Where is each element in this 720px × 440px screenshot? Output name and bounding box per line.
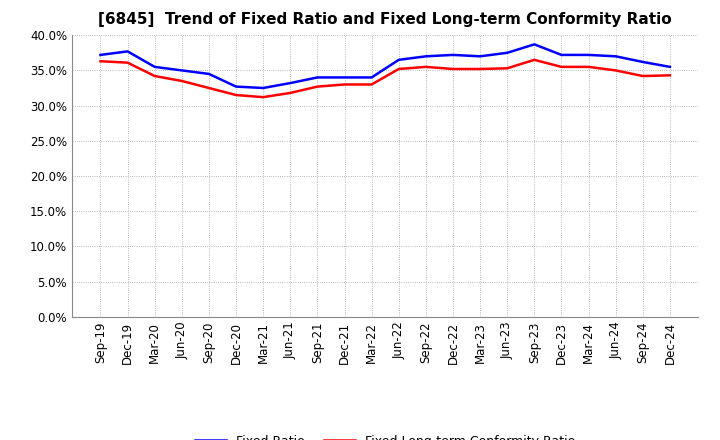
Fixed Ratio xyxy=(150,64,159,70)
Line: Fixed Long-term Conformity Ratio: Fixed Long-term Conformity Ratio xyxy=(101,60,670,97)
Fixed Long-term Conformity Ratio xyxy=(665,73,674,78)
Fixed Ratio xyxy=(259,85,268,91)
Fixed Long-term Conformity Ratio xyxy=(449,66,457,72)
Fixed Ratio xyxy=(503,50,511,55)
Fixed Long-term Conformity Ratio xyxy=(232,92,240,98)
Title: [6845]  Trend of Fixed Ratio and Fixed Long-term Conformity Ratio: [6845] Trend of Fixed Ratio and Fixed Lo… xyxy=(99,12,672,27)
Fixed Long-term Conformity Ratio xyxy=(611,68,620,73)
Fixed Long-term Conformity Ratio xyxy=(178,78,186,84)
Fixed Ratio xyxy=(178,68,186,73)
Fixed Ratio xyxy=(449,52,457,58)
Fixed Ratio xyxy=(367,75,376,80)
Fixed Ratio xyxy=(286,81,294,86)
Legend: Fixed Ratio, Fixed Long-term Conformity Ratio: Fixed Ratio, Fixed Long-term Conformity … xyxy=(190,430,580,440)
Fixed Ratio xyxy=(665,64,674,70)
Fixed Ratio xyxy=(96,52,105,58)
Fixed Long-term Conformity Ratio xyxy=(286,90,294,95)
Fixed Long-term Conformity Ratio xyxy=(503,66,511,71)
Fixed Long-term Conformity Ratio xyxy=(150,73,159,79)
Fixed Long-term Conformity Ratio xyxy=(204,85,213,91)
Fixed Long-term Conformity Ratio xyxy=(313,84,322,89)
Fixed Long-term Conformity Ratio xyxy=(395,66,403,72)
Fixed Ratio xyxy=(204,71,213,77)
Fixed Long-term Conformity Ratio xyxy=(584,64,593,70)
Fixed Long-term Conformity Ratio xyxy=(367,82,376,87)
Fixed Ratio xyxy=(123,49,132,54)
Fixed Long-term Conformity Ratio xyxy=(341,82,349,87)
Fixed Long-term Conformity Ratio xyxy=(530,57,539,62)
Fixed Long-term Conformity Ratio xyxy=(639,73,647,79)
Fixed Long-term Conformity Ratio xyxy=(259,95,268,100)
Fixed Long-term Conformity Ratio xyxy=(421,64,430,70)
Fixed Long-term Conformity Ratio xyxy=(557,64,566,70)
Fixed Long-term Conformity Ratio xyxy=(96,59,105,64)
Fixed Ratio xyxy=(232,84,240,89)
Fixed Ratio xyxy=(395,57,403,62)
Line: Fixed Ratio: Fixed Ratio xyxy=(101,44,670,88)
Fixed Ratio xyxy=(611,54,620,59)
Fixed Ratio xyxy=(476,54,485,59)
Fixed Ratio xyxy=(341,75,349,80)
Fixed Ratio xyxy=(639,59,647,65)
Fixed Ratio xyxy=(421,54,430,59)
Fixed Ratio xyxy=(530,42,539,47)
Fixed Long-term Conformity Ratio xyxy=(476,66,485,72)
Fixed Ratio xyxy=(584,52,593,58)
Fixed Ratio xyxy=(557,52,566,58)
Fixed Long-term Conformity Ratio xyxy=(123,60,132,65)
Fixed Ratio xyxy=(313,75,322,80)
